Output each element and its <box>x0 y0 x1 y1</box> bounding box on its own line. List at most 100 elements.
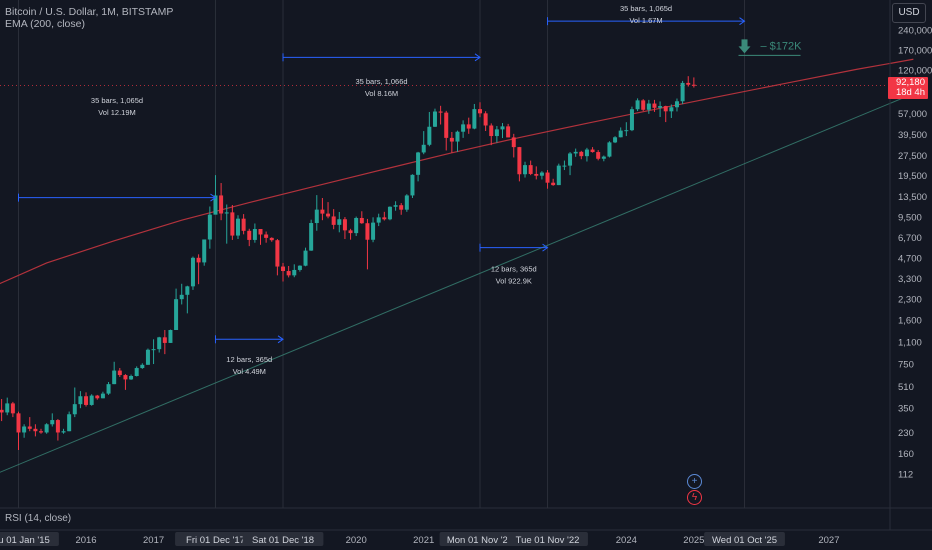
candle <box>472 103 477 130</box>
measure-arrow[interactable]: 12 bars, 365d Vol 4.49M <box>214 335 284 376</box>
x-tick-label: Mon 01 Nov '21 <box>447 535 513 546</box>
candle <box>646 99 651 114</box>
candle-body <box>562 165 567 167</box>
candle <box>224 204 229 244</box>
candle-body <box>320 209 325 214</box>
candle <box>252 223 257 243</box>
candle-body <box>601 156 606 159</box>
candle <box>359 211 364 224</box>
measure-bars-label: 35 bars, 1,065d <box>620 4 672 13</box>
candle-body <box>466 124 471 129</box>
candle-body <box>44 424 49 433</box>
support-trendline <box>0 93 914 473</box>
measure-arrow[interactable]: 35 bars, 1,065d Vol 12.19M <box>18 96 217 202</box>
candle <box>207 206 212 249</box>
currency-button[interactable]: USD <box>892 3 926 23</box>
candle <box>365 218 370 270</box>
candle-body <box>224 212 229 214</box>
candle-body <box>551 182 556 186</box>
candle <box>269 237 274 242</box>
candle <box>10 401 15 418</box>
candle-body <box>590 149 595 153</box>
candle <box>309 219 314 251</box>
candle-body <box>303 250 308 266</box>
y-tick-label: 230 <box>898 428 914 439</box>
measure-arrow[interactable]: 35 bars, 1,066d Vol 8.16M <box>282 53 481 98</box>
candle <box>613 136 618 144</box>
candle <box>162 330 167 355</box>
x-tick-highlight <box>439 532 521 546</box>
y-tick-label: 2,300 <box>898 295 922 306</box>
candle-body <box>410 174 415 196</box>
measure-vol-label: Vol 922.9K <box>496 277 532 286</box>
candle <box>410 174 415 199</box>
candle <box>95 394 100 400</box>
y-tick-label: 240,000 <box>898 26 932 37</box>
candle-body <box>613 137 618 143</box>
lightning-icon[interactable]: ϟ <box>687 490 702 505</box>
candle-body <box>483 113 488 126</box>
candle-body <box>641 100 646 110</box>
candle-body <box>190 257 195 287</box>
candle-body <box>680 82 685 102</box>
measure-vol-label: Vol 4.49M <box>233 367 266 376</box>
x-tick-label: Tue 01 Nov '22 <box>516 535 580 546</box>
candle-body <box>635 100 640 110</box>
candle <box>84 392 89 407</box>
candle <box>117 368 122 377</box>
candle-body <box>337 219 342 225</box>
candle <box>157 336 162 353</box>
candle-body <box>556 165 561 186</box>
candle <box>579 150 584 160</box>
candle-body <box>292 269 297 276</box>
measure-arrow[interactable]: 12 bars, 365d Vol 922.9K <box>479 243 549 286</box>
y-tick-label: 112 <box>898 470 913 481</box>
candle-body <box>528 165 533 174</box>
y-tick-label: 9,500 <box>898 213 922 224</box>
candle <box>376 213 381 227</box>
candle <box>427 111 432 147</box>
candle-body <box>438 111 443 113</box>
candle-body <box>472 109 477 129</box>
symbol-title[interactable]: Bitcoin / U.S. Dollar, 1M, BITSTAMP <box>5 6 174 18</box>
candle <box>404 194 409 212</box>
candle <box>264 231 269 243</box>
candle-body <box>607 142 612 157</box>
measure-bars-label: 35 bars, 1,065d <box>91 96 143 105</box>
x-tick-highlight <box>507 532 588 546</box>
candle-body <box>22 426 27 433</box>
candle <box>50 413 55 427</box>
candle-body <box>534 173 539 176</box>
y-tick-label: 19,500 <box>898 171 927 182</box>
candle-body <box>568 153 573 166</box>
y-tick-label: 750 <box>898 360 914 371</box>
candle <box>297 265 302 272</box>
candle <box>432 108 437 128</box>
candle <box>629 106 634 132</box>
candle-body <box>112 370 117 385</box>
x-tick-highlight <box>0 532 59 546</box>
ema-indicator-label[interactable]: EMA (200, close) <box>5 18 85 30</box>
x-tick-label: 2024 <box>616 535 637 546</box>
rsi-pane-label[interactable]: RSI (14, close) <box>5 513 72 524</box>
candle-body <box>399 205 404 210</box>
y-tick-label: 27,500 <box>898 151 927 162</box>
x-tick-label: 2020 <box>346 535 367 546</box>
candle <box>247 228 252 247</box>
candle <box>202 239 207 266</box>
candle-body <box>500 126 505 130</box>
candle-body <box>365 223 370 240</box>
candle <box>691 77 696 88</box>
candle-body <box>404 195 409 210</box>
candle <box>100 391 105 399</box>
measure-arrow[interactable]: 35 bars, 1,065d Vol 1.67M <box>547 4 746 26</box>
x-tick-label: 2021 <box>413 535 434 546</box>
candle-body <box>387 206 392 220</box>
candle-body <box>449 137 454 142</box>
plus-circle-icon[interactable]: + <box>687 474 702 489</box>
candle-body <box>157 337 162 350</box>
candle <box>331 209 336 230</box>
candle-body <box>207 214 212 240</box>
candle-body <box>219 195 224 214</box>
